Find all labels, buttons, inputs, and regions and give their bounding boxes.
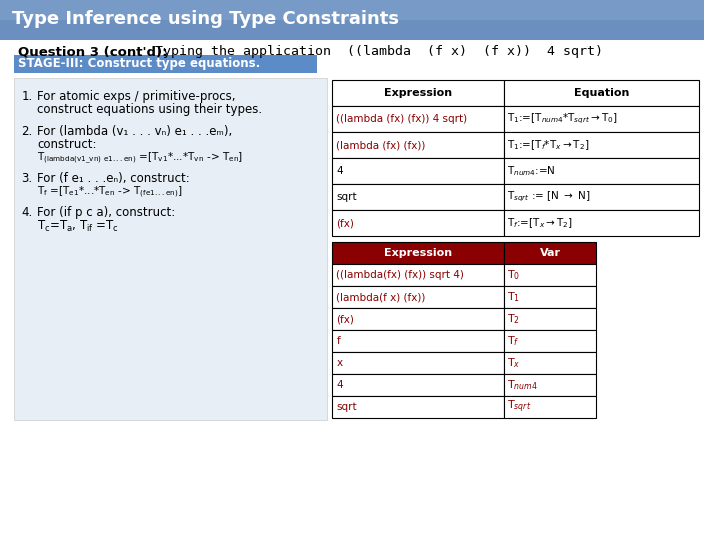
FancyBboxPatch shape <box>333 352 503 374</box>
Text: T$_x$: T$_x$ <box>508 356 521 370</box>
FancyBboxPatch shape <box>503 286 596 308</box>
Text: Question 3 (cont'd):: Question 3 (cont'd): <box>17 45 167 58</box>
Text: STAGE-III: Construct type equations.: STAGE-III: Construct type equations. <box>17 57 260 71</box>
FancyBboxPatch shape <box>503 330 596 352</box>
FancyBboxPatch shape <box>503 132 699 158</box>
FancyBboxPatch shape <box>0 0 704 20</box>
Text: T$_1$:=[T$_f$*T$_x$$\rightarrow$T$_2$]: T$_1$:=[T$_f$*T$_x$$\rightarrow$T$_2$] <box>508 138 590 152</box>
Text: (lambda (fx) (fx)): (lambda (fx) (fx)) <box>336 140 426 150</box>
Text: Type Inference using Type Constraints: Type Inference using Type Constraints <box>12 10 399 28</box>
Text: 4: 4 <box>336 166 343 176</box>
FancyBboxPatch shape <box>503 80 699 106</box>
Text: T$_1$:=[T$_{num4}$*T$_{sqrt}$$\rightarrow$T$_0$]: T$_1$:=[T$_{num4}$*T$_{sqrt}$$\rightarro… <box>508 112 618 126</box>
Text: For atomic exps / primitive-procs,: For atomic exps / primitive-procs, <box>37 90 235 103</box>
FancyBboxPatch shape <box>333 210 503 236</box>
Text: sqrt: sqrt <box>336 402 357 412</box>
Text: Expression: Expression <box>384 88 452 98</box>
Text: construct equations using their types.: construct equations using their types. <box>37 103 262 116</box>
FancyBboxPatch shape <box>503 264 596 286</box>
FancyBboxPatch shape <box>0 0 704 40</box>
Text: f: f <box>336 336 340 346</box>
FancyBboxPatch shape <box>333 308 503 330</box>
Text: 2.: 2. <box>22 125 32 138</box>
Text: T$_f$:=[T$_x$$\rightarrow$T$_2$]: T$_f$:=[T$_x$$\rightarrow$T$_2$] <box>508 216 573 230</box>
FancyBboxPatch shape <box>503 374 596 396</box>
Text: x: x <box>336 358 343 368</box>
FancyBboxPatch shape <box>333 132 503 158</box>
Text: T$_2$: T$_2$ <box>508 312 521 326</box>
FancyBboxPatch shape <box>503 210 699 236</box>
Text: T$_1$: T$_1$ <box>508 290 521 304</box>
Text: T$_{\rm f}$ =[T$_{\rm e1}$*...*T$_{\rm en}$ -> T$_{\rm (fe1...en)}$]: T$_{\rm f}$ =[T$_{\rm e1}$*...*T$_{\rm e… <box>37 185 183 200</box>
Text: 4: 4 <box>336 380 343 390</box>
FancyBboxPatch shape <box>503 106 699 132</box>
Text: Equation: Equation <box>574 88 629 98</box>
FancyBboxPatch shape <box>14 78 327 420</box>
Text: (fx): (fx) <box>336 314 354 324</box>
FancyBboxPatch shape <box>333 184 503 210</box>
Text: T$_{num4}$:=N: T$_{num4}$:=N <box>508 164 556 178</box>
FancyBboxPatch shape <box>333 106 503 132</box>
Text: ((lambda (fx) (fx)) 4 sqrt): ((lambda (fx) (fx)) 4 sqrt) <box>336 114 467 124</box>
FancyBboxPatch shape <box>503 158 699 184</box>
Text: Typing the application  ((lambda  (f x)  (f x))  4 sqrt): Typing the application ((lambda (f x) (f… <box>139 45 603 58</box>
Text: construct:: construct: <box>37 138 96 151</box>
Text: (lambda(f x) (fx)): (lambda(f x) (fx)) <box>336 292 426 302</box>
FancyBboxPatch shape <box>333 242 503 264</box>
FancyBboxPatch shape <box>14 55 317 73</box>
Text: T$_0$: T$_0$ <box>508 268 521 282</box>
FancyBboxPatch shape <box>333 330 503 352</box>
FancyBboxPatch shape <box>503 352 596 374</box>
FancyBboxPatch shape <box>333 80 503 106</box>
FancyBboxPatch shape <box>503 184 699 210</box>
Text: T$_{\rm (lambda(v1\_vn)\ e1...en)}$ =[T$_{\rm v1}$*...*T$_{\rm vn}$ -> T$_{\rm e: T$_{\rm (lambda(v1\_vn)\ e1...en)}$ =[T$… <box>37 151 243 166</box>
FancyBboxPatch shape <box>503 242 596 264</box>
Text: Expression: Expression <box>384 248 452 258</box>
Text: Var: Var <box>539 248 560 258</box>
FancyBboxPatch shape <box>333 158 503 184</box>
Text: For (f e₁ . . .eₙ), construct:: For (f e₁ . . .eₙ), construct: <box>37 172 190 185</box>
FancyBboxPatch shape <box>333 286 503 308</box>
Text: T$_{num4}$: T$_{num4}$ <box>508 378 539 392</box>
Text: T$_{\rm c}$=T$_{\rm a}$, T$_{\rm if}$ =T$_{\rm c}$: T$_{\rm c}$=T$_{\rm a}$, T$_{\rm if}$ =T… <box>37 219 119 234</box>
Text: 4.: 4. <box>22 206 32 219</box>
Text: (fx): (fx) <box>336 218 354 228</box>
Text: 3.: 3. <box>22 172 32 185</box>
Text: T$_{sqrt}$ := [N $\rightarrow$ N]: T$_{sqrt}$ := [N $\rightarrow$ N] <box>508 190 591 204</box>
FancyBboxPatch shape <box>333 396 503 418</box>
FancyBboxPatch shape <box>503 308 596 330</box>
Text: T$_{sqrt}$: T$_{sqrt}$ <box>508 399 532 415</box>
Text: sqrt: sqrt <box>336 192 357 202</box>
FancyBboxPatch shape <box>503 396 596 418</box>
Text: ((lambda(fx) (fx)) sqrt 4): ((lambda(fx) (fx)) sqrt 4) <box>336 270 464 280</box>
Text: For (if p c a), construct:: For (if p c a), construct: <box>37 206 176 219</box>
Text: T$_f$: T$_f$ <box>508 334 520 348</box>
Text: 1.: 1. <box>22 90 32 103</box>
FancyBboxPatch shape <box>333 264 503 286</box>
FancyBboxPatch shape <box>333 374 503 396</box>
Text: For (lambda (v₁ . . . vₙ) e₁ . . .eₘ),: For (lambda (v₁ . . . vₙ) e₁ . . .eₘ), <box>37 125 233 138</box>
